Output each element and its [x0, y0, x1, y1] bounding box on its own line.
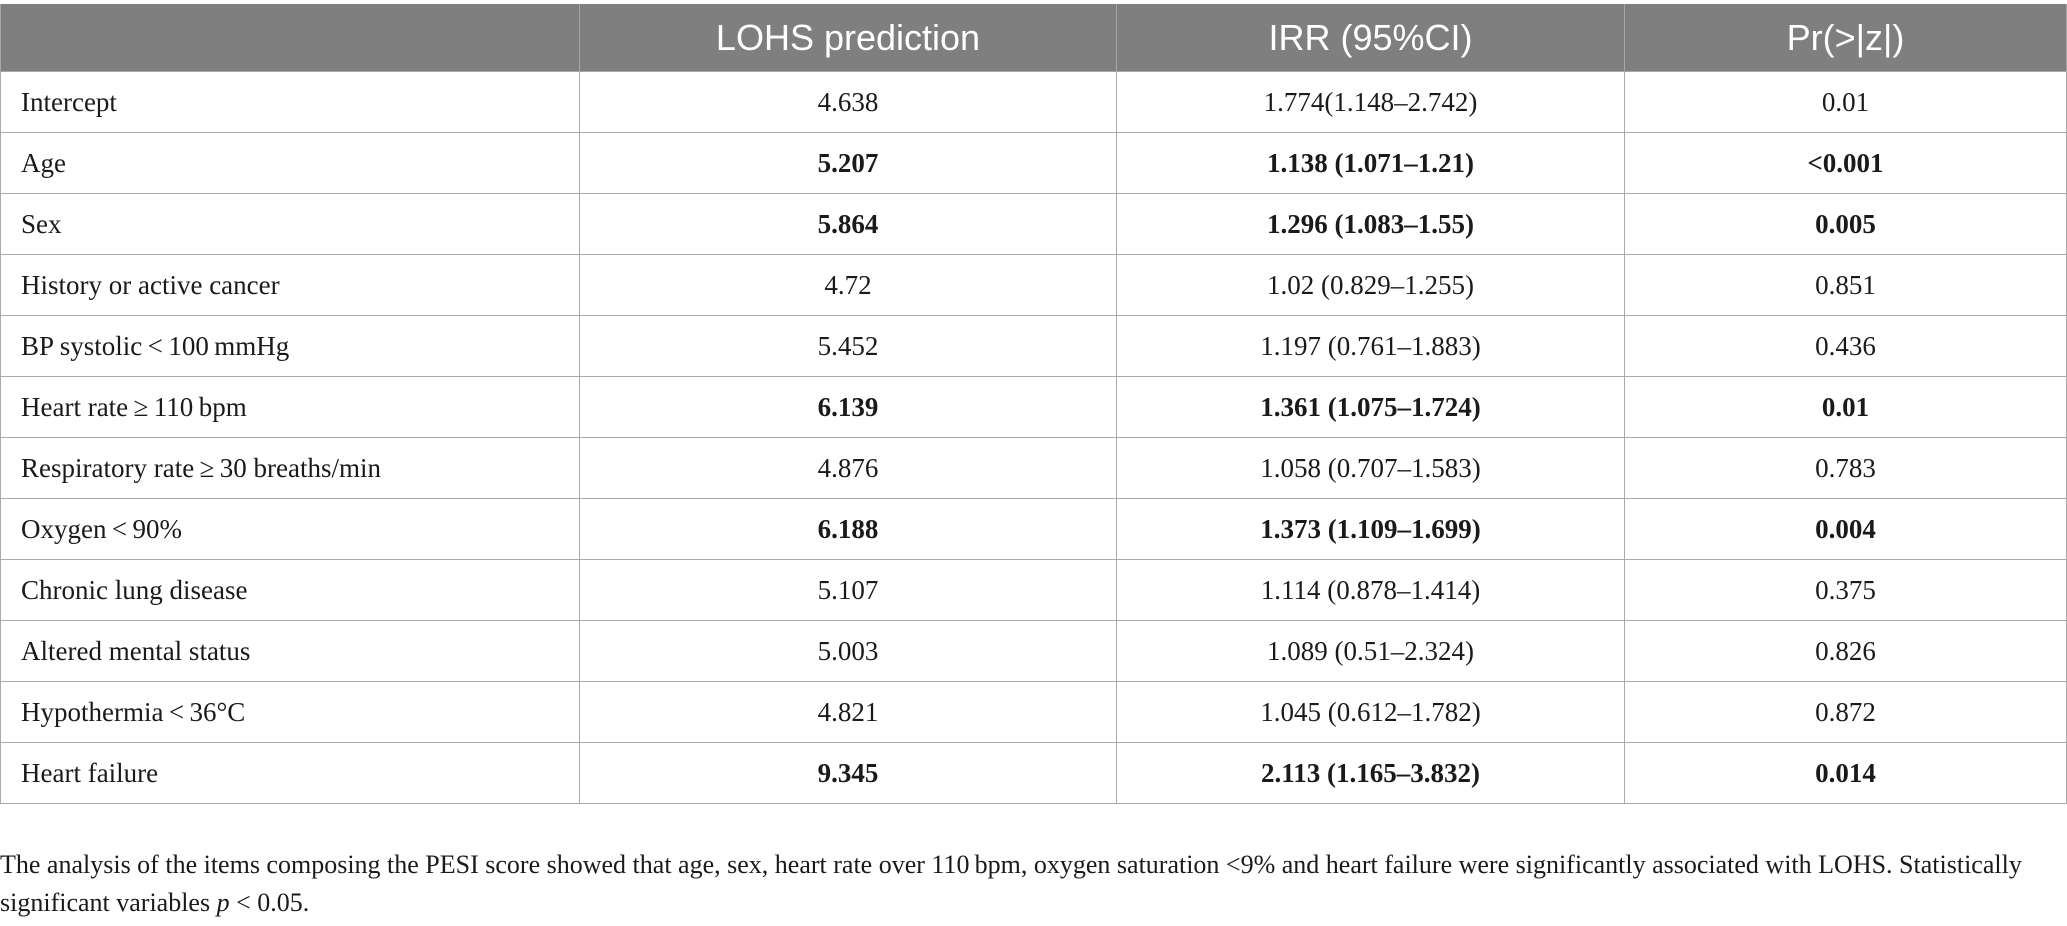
table-footnote: The analysis of the items composing the …	[0, 846, 2060, 922]
header-irr: IRR (95%CI)	[1116, 4, 1625, 72]
lohs-prediction-cell: 5.003	[579, 620, 1117, 682]
table-row: Hypothermia < 36°C 4.821 1.045 (0.612–1.78…	[0, 681, 2067, 743]
footnote-line-2: significant variables p < 0.05.	[0, 884, 2060, 922]
table-body: Intercept 4.638 1.774(1.148–2.742) 0.01 Age 5…	[0, 71, 2067, 804]
row-label: History or active cancer	[0, 254, 580, 316]
table-row: Intercept 4.638 1.774(1.148–2.742) 0.01	[0, 71, 2067, 133]
p-value-cell: 0.783	[1624, 437, 2067, 499]
row-label: Heart rate ≥ 110 bpm	[0, 376, 580, 438]
irr-cell: 2.113 (1.165–3.832)	[1116, 742, 1625, 804]
table-row: Chronic lung disease 5.107 1.114 (0.878–1.…	[0, 559, 2067, 621]
row-label: Sex	[0, 193, 580, 255]
header-p-value: Pr(>|z|)	[1624, 4, 2067, 72]
p-value-cell: <0.001	[1624, 132, 2067, 194]
lohs-prediction-cell: 9.345	[579, 742, 1117, 804]
row-label: BP systolic < 100 mmHg	[0, 315, 580, 377]
p-value-cell: 0.436	[1624, 315, 2067, 377]
row-label: Respiratory rate ≥ 30 breaths/min	[0, 437, 580, 499]
p-value-cell: 0.014	[1624, 742, 2067, 804]
table-row: Respiratory rate ≥ 30 breaths/min 4.876 1.…	[0, 437, 2067, 499]
footnote-line-1: The analysis of the items composing the …	[0, 850, 2022, 879]
table-row: BP systolic < 100 mmHg 5.452 1.197 (0.761–…	[0, 315, 2067, 377]
p-value-cell: 0.01	[1624, 376, 2067, 438]
footnote-p-variable: p	[216, 888, 230, 917]
lohs-prediction-cell: 4.821	[579, 681, 1117, 743]
row-label: Altered mental status	[0, 620, 580, 682]
p-value-cell: 0.004	[1624, 498, 2067, 560]
p-value-cell: 0.826	[1624, 620, 2067, 682]
lohs-prediction-cell: 6.188	[579, 498, 1117, 560]
irr-cell: 1.197 (0.761–1.883)	[1116, 315, 1625, 377]
lohs-prediction-cell: 4.638	[579, 71, 1117, 133]
lohs-prediction-cell: 5.864	[579, 193, 1117, 255]
p-value-cell: 0.851	[1624, 254, 2067, 316]
row-label: Heart failure	[0, 742, 580, 804]
table-row: Sex 5.864 1.296 (1.083–1.55) 0.005	[0, 193, 2067, 255]
irr-cell: 1.774(1.148–2.742)	[1116, 71, 1625, 133]
lohs-prediction-cell: 5.207	[579, 132, 1117, 194]
lohs-prediction-cell: 6.139	[579, 376, 1117, 438]
footnote-line-2-text: significant variables	[0, 888, 217, 917]
row-label: Oxygen < 90%	[0, 498, 580, 560]
table-row: Oxygen < 90% 6.188 1.373 (1.109–1.699) 0.00…	[0, 498, 2067, 560]
row-label: Age	[0, 132, 580, 194]
table-header-row: LOHS prediction IRR (95%CI) Pr(>|z|)	[0, 4, 2067, 72]
row-label: Chronic lung disease	[0, 559, 580, 621]
lohs-prediction-cell: 5.107	[579, 559, 1117, 621]
table-row: Age 5.207 1.138 (1.071–1.21) <0.001	[0, 132, 2067, 194]
header-lohs-prediction: LOHS prediction	[579, 4, 1117, 72]
irr-cell: 1.373 (1.109–1.699)	[1116, 498, 1625, 560]
header-variable	[0, 4, 580, 72]
footnote-line-2-end: < 0.05.	[229, 888, 310, 917]
table-row: Heart failure 9.345 2.113 (1.165–3.832) 0.0…	[0, 742, 2067, 804]
row-label: Hypothermia < 36°C	[0, 681, 580, 743]
table-row: Altered mental status 5.003 1.089 (0.51–2.…	[0, 620, 2067, 682]
irr-cell: 1.089 (0.51–2.324)	[1116, 620, 1625, 682]
irr-cell: 1.045 (0.612–1.782)	[1116, 681, 1625, 743]
p-value-cell: 0.01	[1624, 71, 2067, 133]
irr-cell: 1.361 (1.075–1.724)	[1116, 376, 1625, 438]
lohs-prediction-cell: 5.452	[579, 315, 1117, 377]
table-row: Heart rate ≥ 110 bpm 6.139 1.361 (1.075–1.…	[0, 376, 2067, 438]
table-row: History or active cancer 4.72 1.02 (0.829–…	[0, 254, 2067, 316]
lohs-prediction-cell: 4.72	[579, 254, 1117, 316]
lohs-prediction-cell: 4.876	[579, 437, 1117, 499]
irr-cell: 1.02 (0.829–1.255)	[1116, 254, 1625, 316]
p-value-cell: 0.375	[1624, 559, 2067, 621]
irr-cell: 1.138 (1.071–1.21)	[1116, 132, 1625, 194]
irr-cell: 1.296 (1.083–1.55)	[1116, 193, 1625, 255]
irr-cell: 1.058 (0.707–1.583)	[1116, 437, 1625, 499]
row-label: Intercept	[0, 71, 580, 133]
irr-cell: 1.114 (0.878–1.414)	[1116, 559, 1625, 621]
p-value-cell: 0.872	[1624, 681, 2067, 743]
results-table: LOHS prediction IRR (95%CI) Pr(>|z|) Int…	[0, 4, 2067, 804]
p-value-cell: 0.005	[1624, 193, 2067, 255]
results-table-container: LOHS prediction IRR (95%CI) Pr(>|z|) Int…	[0, 4, 2067, 804]
